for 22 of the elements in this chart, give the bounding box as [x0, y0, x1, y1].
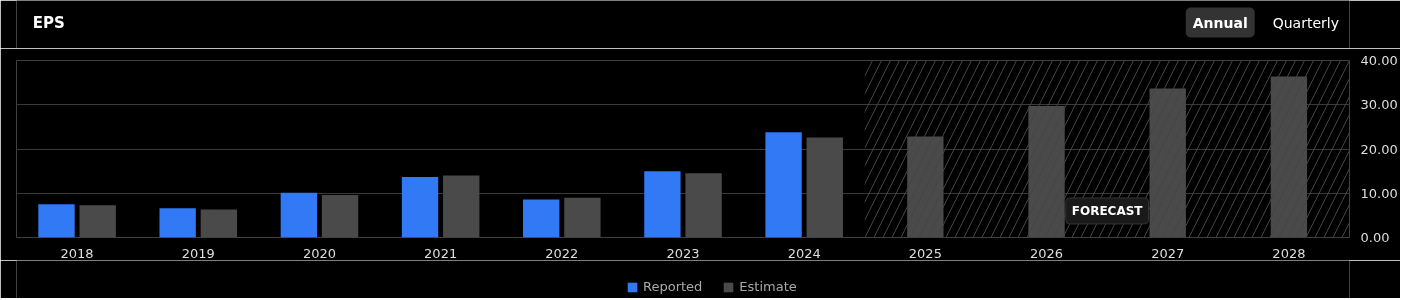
y-tick-label: 0.00 [1360, 230, 1390, 245]
x-tick-label: 2025 [908, 245, 942, 261]
x-tick-label: 2020 [302, 245, 337, 261]
band-label: FORECAST [1071, 203, 1144, 218]
x-tick-label: 2026 [1030, 245, 1064, 261]
legend-label: Estimate [739, 279, 797, 294]
x-tick-label: 2022 [545, 245, 579, 261]
text: Annual [1192, 14, 1248, 31]
x-tick-label: 2018 [60, 245, 94, 261]
x-tick-label: 2024 [787, 245, 821, 261]
x-tick-label: 2028 [1272, 245, 1306, 261]
x-tick-label: 2019 [181, 245, 215, 261]
legend-label: Reported [643, 279, 703, 294]
x-tick-label: 2021 [424, 245, 458, 261]
y-tick-label: 10.00 [1360, 185, 1398, 201]
x-tick-label: 2027 [1151, 245, 1185, 261]
y-tick-label: 20.00 [1360, 141, 1398, 157]
chart-title: EPS [32, 13, 65, 32]
y-tick-label: 30.00 [1360, 97, 1398, 113]
y-tick-label: 40.00 [1360, 53, 1398, 68]
x-tick-label: 2023 [666, 245, 700, 261]
text: Quarterly [1272, 14, 1339, 31]
